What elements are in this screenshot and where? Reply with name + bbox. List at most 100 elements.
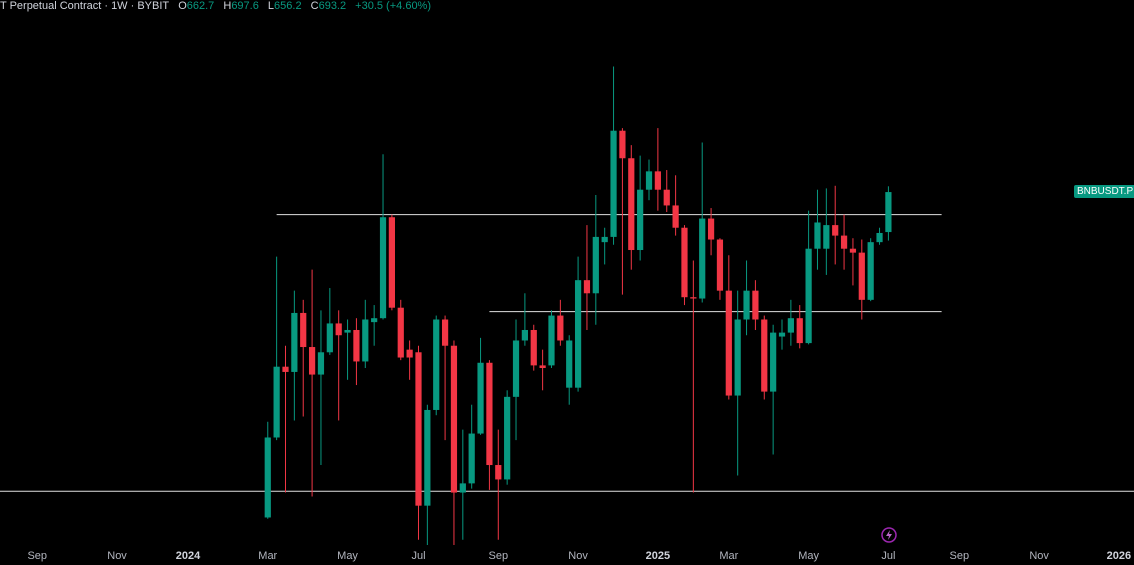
x-tick-label: Nov: [1029, 550, 1049, 562]
candle-body: [663, 189, 670, 206]
candle-body: [539, 365, 546, 369]
candle-body: [583, 280, 591, 294]
ohlc-value: 693.2: [318, 0, 347, 12]
candle-body: [787, 318, 794, 333]
legend-header: T Perpetual Contract · 1W · BYBIT O662.7…: [0, 0, 437, 13]
candle-body: [672, 205, 679, 228]
candle-body: [468, 433, 475, 484]
candle-body: [823, 225, 830, 249]
symbol-title: T Perpetual Contract · 1W · BYBIT: [0, 0, 170, 12]
candle-body: [424, 409, 431, 506]
candle-body: [690, 297, 697, 299]
x-tick-label: May: [798, 550, 819, 562]
candle-body: [512, 340, 520, 397]
ohlc-letter: C: [310, 0, 319, 12]
candle-body: [548, 315, 555, 366]
candle-body: [557, 315, 564, 341]
x-tick-label: Jul: [411, 550, 425, 562]
candle-body: [796, 318, 803, 344]
candle-body: [805, 248, 812, 344]
x-tick-label: Jul: [881, 550, 895, 562]
x-tick-label: Mar: [258, 550, 277, 562]
x-tick-label: Nov: [568, 550, 588, 562]
candle-body: [832, 225, 839, 236]
x-tick-label: Mar: [719, 550, 738, 562]
candle-body: [619, 130, 626, 159]
candle-body: [876, 232, 883, 243]
candle-body: [362, 319, 369, 362]
x-tick-label: May: [337, 550, 358, 562]
candle-body: [317, 352, 325, 375]
symbol-tag: BNBUSDT.P: [1074, 185, 1134, 198]
candle-body: [433, 319, 440, 410]
ohlc-letter: H: [223, 0, 232, 12]
ohlc-value: 656.2: [274, 0, 302, 12]
candle-body: [601, 236, 608, 243]
candle-body: [264, 437, 271, 518]
candle-body: [450, 345, 458, 493]
candle-body: [645, 171, 653, 190]
candle-body: [530, 329, 537, 366]
candle-body: [371, 318, 378, 323]
candle-body: [326, 323, 333, 353]
ohlc-value: 697.6: [231, 0, 259, 12]
ohlc-letter: O: [178, 0, 187, 12]
candle-body: [867, 242, 874, 300]
candle-body: [725, 290, 732, 396]
candle-body: [743, 290, 750, 320]
candle-body: [282, 366, 289, 372]
candle-body: [610, 130, 617, 237]
candle-body: [761, 319, 768, 392]
candle-body: [814, 222, 821, 249]
event-bolt: [886, 530, 892, 540]
x-tick-label: Nov: [107, 550, 127, 562]
candle-body: [486, 362, 493, 466]
x-tick-label: 2025: [646, 550, 670, 562]
candle-body: [459, 483, 466, 493]
change: +30.5 (+4.60%): [355, 0, 432, 12]
candle-body: [300, 312, 307, 348]
candle-body: [592, 236, 599, 294]
candle-body: [521, 329, 528, 341]
candle-body: [504, 396, 511, 480]
candle-body: [406, 349, 413, 358]
candle-body: [681, 227, 688, 298]
candle-body: [566, 340, 573, 388]
candle-body: [291, 312, 298, 372]
candle-body: [770, 332, 777, 392]
candle-body: [477, 362, 484, 434]
candle-body: [699, 218, 706, 299]
event-icon[interactable]: [881, 527, 897, 543]
x-tick-label: Sep: [27, 550, 47, 562]
candle-body: [344, 329, 351, 333]
x-tick-label: 2024: [176, 550, 201, 562]
candle-body: [778, 332, 786, 337]
candle-body: [707, 218, 715, 240]
candle-body: [849, 248, 857, 253]
candle-body: [654, 171, 661, 190]
candle-body: [628, 158, 635, 251]
candle-body: [574, 280, 582, 388]
candle-body: [388, 217, 395, 308]
candle-body: [273, 366, 280, 438]
x-tick-label: Sep: [488, 550, 508, 562]
ohlc-value: 662.7: [186, 0, 215, 12]
candle-body: [885, 192, 892, 233]
candle-body: [858, 252, 865, 300]
candle-body: [734, 319, 741, 396]
candle-body: [716, 239, 724, 291]
candle-body: [397, 307, 404, 358]
candle-body: [335, 323, 342, 336]
x-tick-label: Sep: [950, 550, 970, 562]
ohlc-letter: L: [267, 0, 275, 12]
candle-body: [495, 465, 502, 480]
candle-body: [379, 217, 387, 319]
candle-body: [308, 347, 316, 375]
candle-body: [353, 329, 360, 362]
candle-body: [637, 189, 644, 251]
x-tick-label: 2026: [1107, 550, 1131, 562]
candle-body: [752, 290, 759, 320]
candle-body: [840, 235, 848, 249]
